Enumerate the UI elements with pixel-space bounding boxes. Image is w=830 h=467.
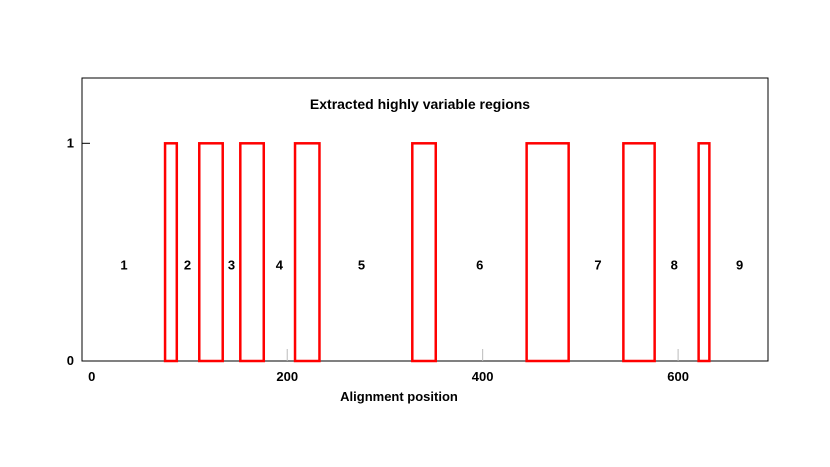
- x-tick-label: 600: [667, 369, 689, 384]
- x-tick-label: 200: [276, 369, 298, 384]
- region-number-label: 1: [120, 258, 127, 273]
- plot-frame: [81, 77, 769, 362]
- variable-region-bar: [697, 142, 711, 363]
- x-tick-label: 400: [472, 369, 494, 384]
- y-axis: 01: [67, 135, 90, 368]
- variable-region-bar: [525, 142, 570, 363]
- region-number-label: 8: [671, 258, 678, 273]
- y-tick-label: 1: [67, 135, 74, 150]
- variable-region-bar: [293, 142, 321, 363]
- region-number-label: 3: [228, 258, 235, 273]
- variable-region-bar: [622, 142, 656, 363]
- chart-title: Extracted highly variable regions: [310, 96, 530, 112]
- region-number-label: 6: [476, 258, 483, 273]
- region-number-label: 9: [736, 258, 743, 273]
- region-labels: 1 2 3 4 5 6 7 8 9: [120, 258, 743, 273]
- region-number-label: 4: [276, 258, 284, 273]
- region-number-label: 2: [184, 258, 191, 273]
- x-axis: 0 200 400 600: [88, 349, 689, 384]
- y-tick-label: 0: [67, 353, 74, 368]
- x-axis-title: Alignment position: [340, 389, 458, 404]
- variable-regions: [163, 142, 711, 363]
- region-number-label: 5: [358, 258, 365, 273]
- x-tick-label: 0: [88, 369, 95, 384]
- region-number-label: 7: [594, 258, 601, 273]
- variable-region-bar: [411, 142, 437, 363]
- variable-region-bar: [198, 142, 224, 363]
- variable-region-bar: [163, 142, 179, 363]
- variable-region-bar: [239, 142, 266, 363]
